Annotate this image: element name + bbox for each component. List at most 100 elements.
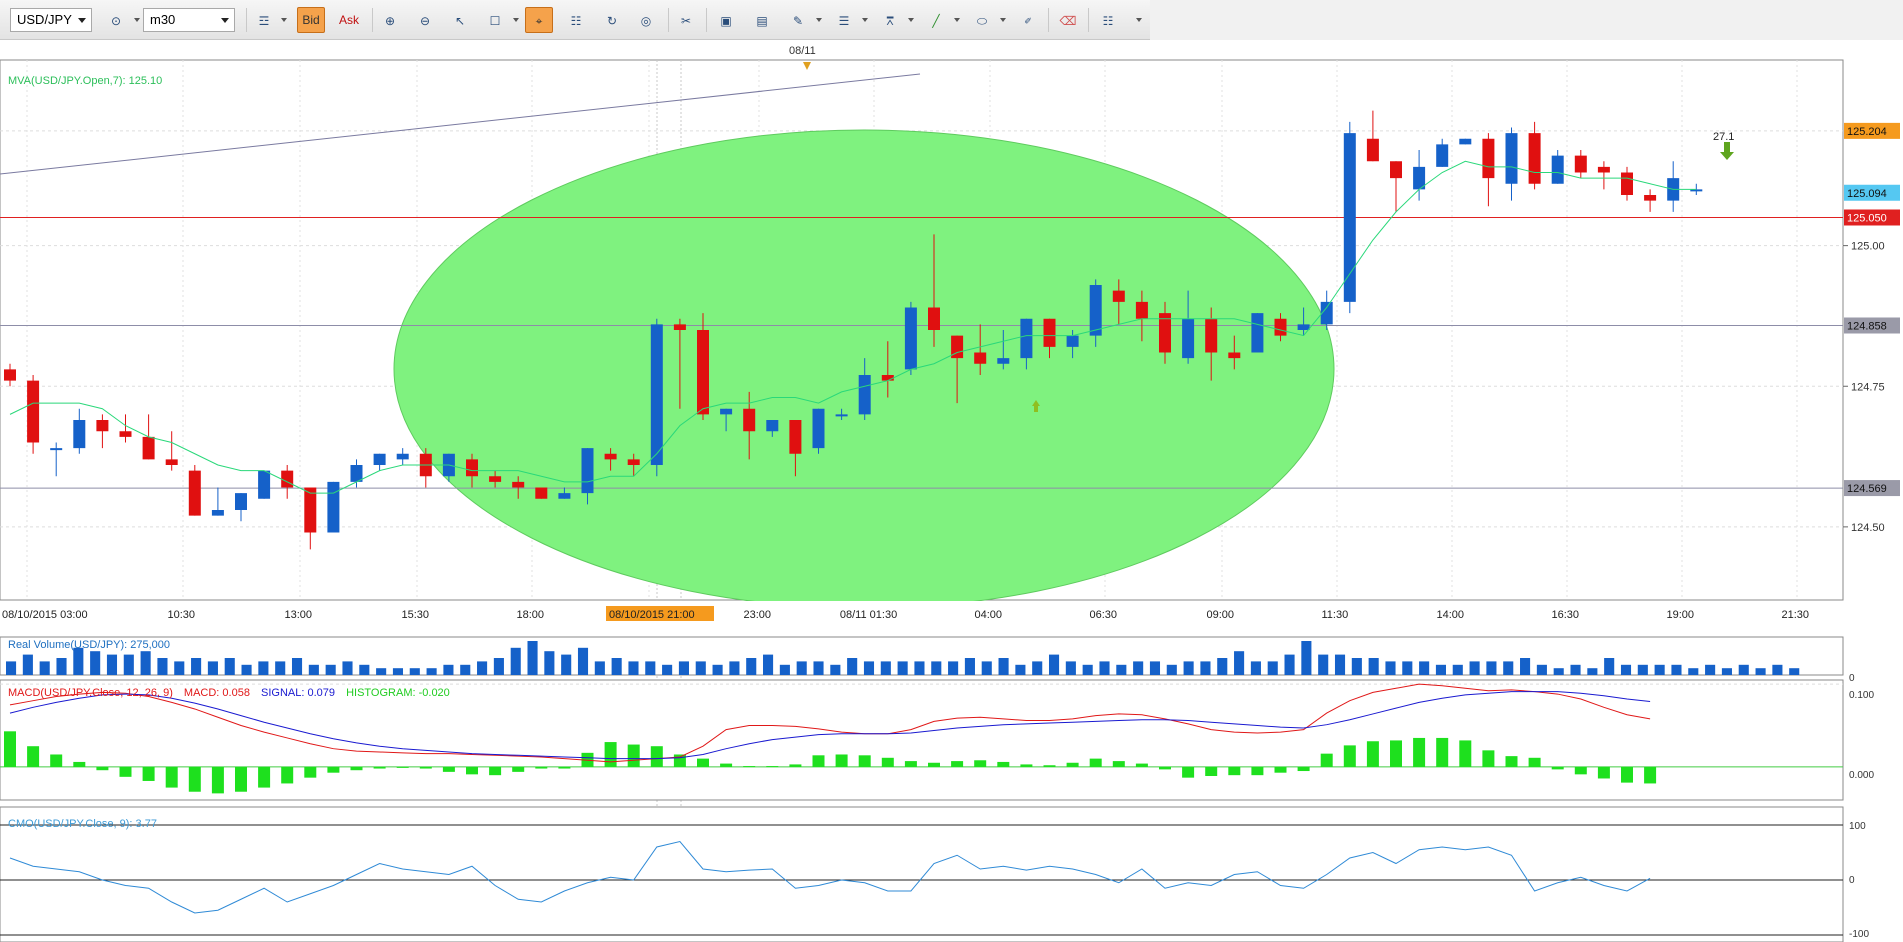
candle [974,324,987,375]
volume-bar [1738,664,1749,675]
volume-bar [628,661,639,675]
volume-bar [1469,661,1480,675]
macd-histogram-bar [1182,766,1195,778]
zoom-area-icon[interactable]: ☐ [489,13,501,28]
candle [766,420,779,437]
volume-bar [22,654,33,675]
macd-histogram-bar [50,754,63,767]
candle [1274,313,1287,342]
macd-histogram-bar [1574,766,1587,775]
ruler-icon[interactable]: ✂ [680,13,692,28]
volume-bar [1082,664,1093,675]
candle-body [604,453,617,460]
macd-histogram-bar [1366,741,1379,767]
chevron-down-icon[interactable] [862,18,868,22]
histogram-value: HISTOGRAM: -0.020 [346,687,450,699]
cmo-tick-top: 100 [1849,821,1866,832]
macd-histogram-bar [119,766,132,777]
macd-histogram-bar [1343,745,1356,767]
cursor-icon[interactable]: ↖ [454,13,466,28]
candle [1597,161,1610,190]
eraser-icon[interactable]: ⌫ [1059,13,1077,28]
candle [396,448,409,465]
volume-bar [1604,658,1615,675]
indicator-icon[interactable]: ⊙ [110,13,122,28]
candle-body [1182,318,1195,359]
macd-legend: MACD(USD/JPY.Close, 12, 26, 9) MACD: 0.0… [8,687,450,699]
timeframe-select[interactable]: m30 [143,8,235,32]
volume-bar [1065,661,1076,675]
macd-histogram-bar [281,766,294,784]
macd-histogram-bar [650,746,663,767]
sell-arrow-stem [1724,142,1730,152]
volume-bar [1486,661,1497,675]
volume-bar [342,661,353,675]
zoom-in-icon[interactable]: ⊕ [384,13,396,28]
volume-bar [1755,668,1766,675]
time-tick-label: 04:00 [975,609,1003,621]
chevron-down-icon[interactable] [281,18,287,22]
image-icon[interactable]: ▣ [720,13,732,28]
chevron-down-icon[interactable] [134,18,140,22]
ask-button[interactable]: Ask [335,7,363,33]
candle [165,431,178,471]
volume-bar [1435,664,1446,675]
zoom-out-icon[interactable]: ⊖ [419,13,431,28]
candle-body [1251,313,1264,353]
pencil-tool-icon[interactable]: ✎ [792,13,804,28]
time-tick-label: 09:00 [1207,609,1235,621]
crosshair-icon[interactable]: ⌖ [525,7,553,33]
chevron-down-icon[interactable] [1136,18,1142,22]
macd-title: MACD(USD/JPY.Close, 12, 26, 9) [8,687,173,699]
chevron-down-icon[interactable] [908,18,914,22]
chart-area[interactable]: 124.50 124.75 125.00 125.204 125.094 125.050 1… [0,40,1903,942]
candle-body [350,465,363,482]
volume-bar [241,664,252,675]
chevron-down-icon[interactable] [1000,18,1006,22]
globe-icon[interactable]: ◎ [640,13,652,28]
candle [304,487,317,550]
candle-body [1205,318,1218,353]
volume-bar [981,661,992,675]
bid-button[interactable]: Bid [297,7,325,33]
symbol-value: USD/JPY [17,12,72,27]
volume-bar [729,661,740,675]
symbol-select[interactable]: USD/JPY [10,8,92,32]
candle-body [142,436,155,460]
chevron-down-icon[interactable] [513,18,519,22]
candle [558,487,571,499]
cmo-tick-zero: 0 [1849,875,1855,886]
candle [211,487,224,516]
lines-icon[interactable]: ☰ [838,13,850,28]
price-tick-label: 124.75 [1851,381,1885,393]
refresh-icon[interactable]: ↻ [606,13,618,28]
volume-bar [1721,668,1732,675]
volume-bar [796,661,807,675]
ellipse-icon[interactable]: ⬭ [976,13,988,28]
volume-bar [275,661,286,675]
volume-bar [1772,664,1783,675]
fan-icon[interactable]: ⩞ [886,13,894,28]
chevron-down-icon[interactable] [954,18,960,22]
volume-bar [1351,658,1362,675]
price-tag-label: 125.050 [1847,213,1887,225]
volume-bar [426,668,437,675]
chart-props-icon[interactable]: ☷ [570,13,582,28]
macd-histogram-bar [1135,763,1148,767]
candle-body [281,470,294,488]
chevron-down-icon[interactable] [816,18,822,22]
time-tick-label: 13:00 [285,609,313,621]
tree-icon[interactable]: ☷ [1102,13,1114,28]
trendline-icon[interactable]: ╱ [932,13,940,28]
timeframe-value: m30 [150,12,176,27]
buy-arrow-icon [1032,400,1040,406]
chart-type-icon[interactable]: ☲ [258,13,270,28]
window-icon[interactable]: ▤ [756,13,768,28]
time-tick-label: 16:30 [1552,609,1580,621]
macd-histogram-bar [789,764,802,767]
price-tag-label: 125.204 [1847,126,1887,138]
candle-body [1528,133,1541,184]
macd-histogram-bar [604,742,617,767]
text-icon[interactable]: ✐ [1024,15,1032,26]
volume-bar [645,661,656,675]
